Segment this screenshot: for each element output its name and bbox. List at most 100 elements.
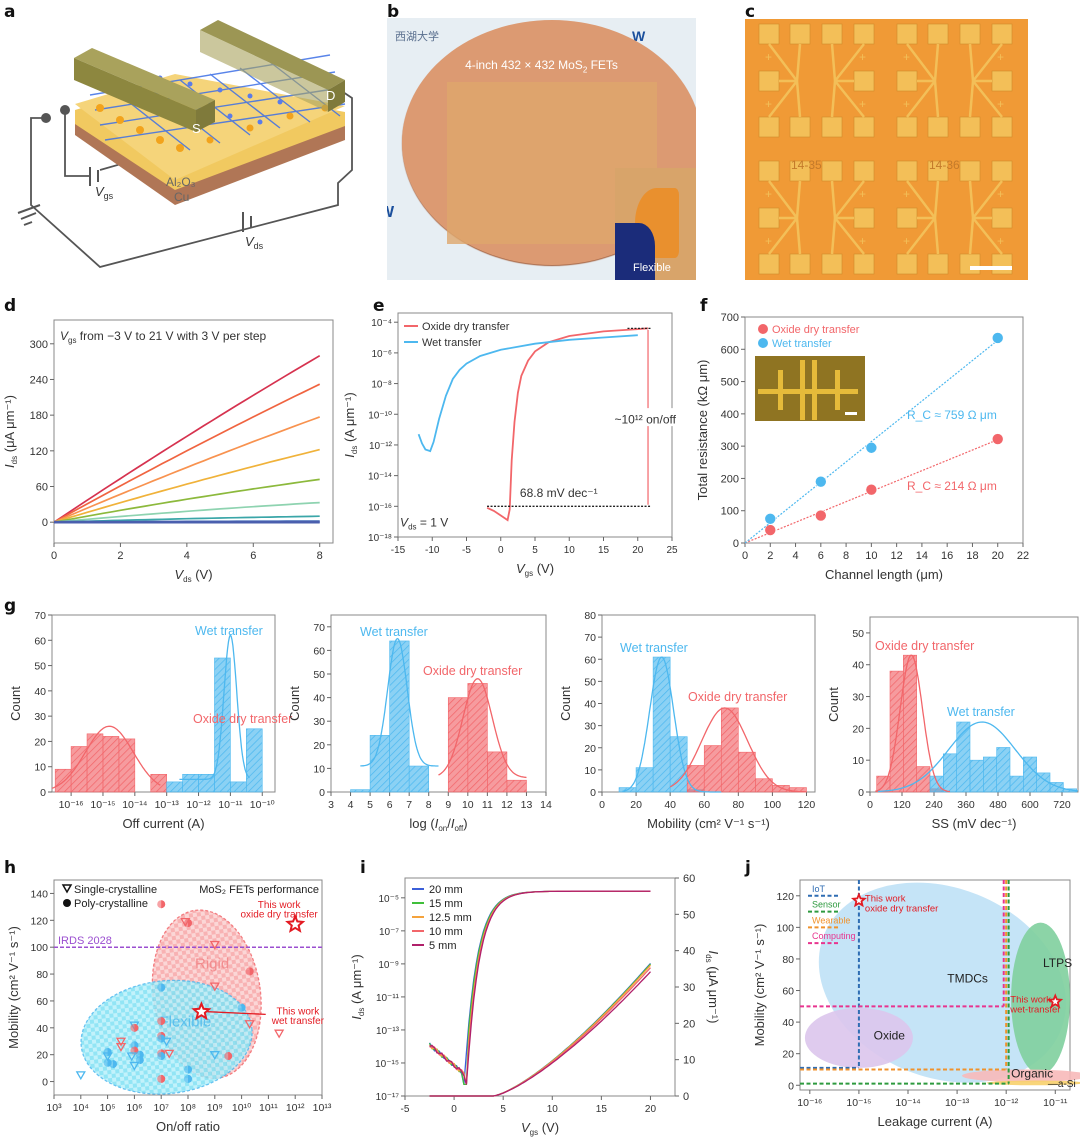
y-axis-label-main: I: [349, 1016, 364, 1020]
output-curve: [53, 448, 320, 524]
x-tick-label: -10: [425, 545, 440, 556]
poly-crystalline-half: [241, 1003, 246, 1012]
histogram-bar: [1009, 775, 1024, 793]
y-axis-label: Total resistance (kΩ μm): [695, 360, 710, 501]
x-tick-label: 60: [698, 799, 710, 811]
alignment-mark: +: [765, 50, 772, 64]
region-a-si: [986, 1080, 1080, 1086]
this-work-label-2: wet-transfer: [1009, 1005, 1060, 1016]
y-tick-label: 200: [721, 473, 739, 485]
output-annotation: Vgs from −3 V to 21 V with 3 V per step: [60, 329, 267, 345]
x-tick-label: 600: [1021, 799, 1039, 811]
battery-vgs-icon: [89, 167, 99, 186]
y-axis-label: Ids (μA μm⁻¹): [2, 395, 19, 468]
histogram-bar: [956, 721, 971, 793]
y-tick-label: 10⁻⁴: [371, 318, 392, 329]
panel-d-letter: d: [4, 296, 17, 316]
vds-annotation-sub: ds: [408, 522, 416, 531]
rc-oxide-annotation: R_C ≈ 214 Ω μm: [907, 479, 997, 493]
electrode-lead: [968, 80, 975, 118]
tlm-scale-bar: [845, 412, 857, 415]
this-work-star: [1047, 993, 1064, 1009]
x-tick-label: 3: [328, 799, 334, 811]
y-tick-label: 30: [34, 711, 46, 723]
oxide-label: Al₂O₃: [166, 175, 196, 189]
panel-e-letter: e: [373, 296, 385, 316]
x-axis-label-d: /: [447, 816, 451, 831]
x-tick-label: 10⁻¹³: [155, 799, 180, 811]
electrode-lead: [768, 80, 798, 118]
y2-tick-label: 60: [683, 873, 695, 885]
legend-single-marker: [61, 884, 73, 894]
histogram-bar: [166, 781, 183, 793]
x-tick-label: 4: [348, 799, 354, 811]
y-tick-label: 600: [721, 344, 739, 356]
alignment-mark: +: [859, 50, 866, 64]
electrode-lead: [834, 217, 865, 255]
panel-i-letter: i: [360, 858, 366, 878]
x-tick-label: 240: [925, 799, 943, 811]
electrode-lead: [768, 180, 798, 219]
output-curve: [53, 478, 320, 524]
this-work-arrow: [207, 1011, 266, 1016]
x-tick-label: 120: [893, 799, 911, 811]
poly-crystalline-half: [161, 1074, 166, 1083]
poly-crystalline-half: [188, 1065, 192, 1074]
electrode-lead: [795, 43, 802, 82]
plot-frame: [799, 879, 1071, 1091]
histogram-bar: [969, 759, 984, 793]
data-point: [815, 509, 827, 522]
x-tick-label: -15: [391, 545, 406, 556]
y-tick-label: 120: [30, 446, 48, 458]
x-tick-label: 6: [818, 550, 824, 562]
y-tick-label: 10⁻⁹: [378, 960, 399, 971]
y-tick-label: 40: [313, 693, 325, 705]
electrode-lead: [768, 217, 798, 255]
x-tick-label: 12: [501, 799, 513, 811]
legend-label-wearable: Wearable: [812, 915, 850, 925]
y-tick-label: 100: [721, 506, 739, 518]
y-tick-label: 80: [584, 610, 596, 622]
x-tick-label: 40: [664, 799, 676, 811]
y-tick-label: 70: [313, 622, 325, 634]
histogram-bar: [755, 778, 773, 793]
x-tick-label: 360: [957, 799, 975, 811]
drain-label: D: [326, 88, 335, 103]
electrode-lead: [972, 43, 1003, 82]
chart-e: -15 -10 -5 0 5 10 15 20 25 10⁻¹⁸ 10⁻¹⁶ 10⁻¹⁴ 10⁻¹² 10…: [342, 312, 686, 578]
y-tick-label: 240: [30, 374, 48, 386]
histogram-bar: [369, 735, 390, 793]
y2-tick-label: 30: [683, 982, 695, 994]
x-tick-label: 25: [666, 545, 678, 556]
histogram-bar: [1049, 782, 1064, 793]
y-axis-label-main: I: [2, 464, 17, 468]
electrode-lead: [830, 180, 837, 219]
legend-poly-marker: [63, 899, 71, 907]
y-tick-label: 50: [584, 676, 596, 688]
y-tick-label: 10⁻¹⁴: [368, 472, 392, 483]
scale-bar: [970, 266, 1012, 270]
x-tick-label: 14: [916, 550, 928, 562]
poly-crystalline-half: [134, 1023, 139, 1032]
x-tick-label: 9: [445, 799, 451, 811]
y-axis-label-sub: ds: [357, 1008, 366, 1016]
plot-frame: [404, 877, 676, 1097]
histogram-bar: [916, 766, 931, 793]
electrode-lead: [968, 180, 975, 219]
electrode-lead: [795, 180, 802, 219]
data-point: [865, 441, 878, 454]
electrode-lead: [830, 217, 837, 255]
drain-electrode: [200, 20, 345, 112]
this-work-wet-label-1: This work: [276, 1006, 320, 1017]
y-tick-label: 10⁻⁷: [379, 927, 399, 938]
x-tick-label: 0: [867, 799, 873, 811]
y-axis-label: Mobility (cm² V⁻¹ s⁻¹): [752, 924, 767, 1047]
chart-g1: 10⁻¹⁶ 10⁻¹⁵ 10⁻¹⁴ 10⁻¹³ 10⁻¹² 10⁻¹¹ 10⁻¹⁰ 0 10 20…: [8, 610, 292, 831]
x-tick-label: 10¹¹: [259, 1102, 278, 1114]
alignment-mark: +: [765, 187, 772, 201]
gate-label: Cu: [174, 190, 189, 204]
electrode-lead: [834, 80, 865, 118]
alignment-mark: +: [903, 234, 910, 248]
this-work-oxide-label-1: This work: [258, 900, 302, 911]
vds-label: Vds: [245, 234, 264, 251]
